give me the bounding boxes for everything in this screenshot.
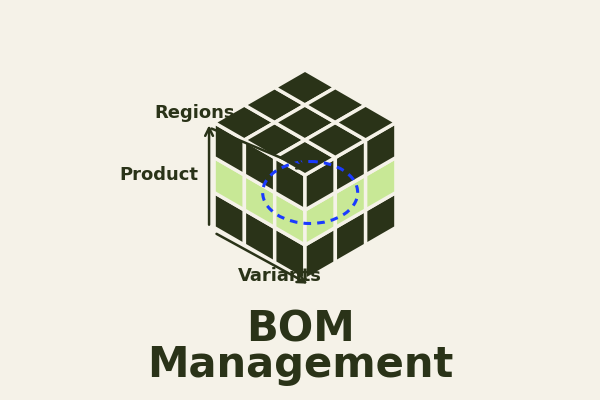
Polygon shape — [305, 122, 365, 158]
Text: Product: Product — [119, 166, 199, 184]
Polygon shape — [275, 70, 335, 105]
Polygon shape — [335, 140, 365, 192]
Polygon shape — [305, 88, 365, 122]
Polygon shape — [365, 158, 396, 210]
Polygon shape — [244, 175, 275, 228]
Polygon shape — [214, 192, 244, 245]
Polygon shape — [305, 158, 335, 210]
Polygon shape — [214, 105, 275, 140]
Polygon shape — [335, 175, 365, 228]
Polygon shape — [214, 122, 244, 175]
Polygon shape — [305, 228, 335, 280]
Polygon shape — [214, 158, 244, 210]
Polygon shape — [275, 105, 335, 140]
Polygon shape — [244, 122, 305, 158]
Text: Management: Management — [147, 344, 453, 386]
Polygon shape — [305, 192, 335, 245]
Text: Regions: Regions — [154, 104, 235, 122]
Polygon shape — [244, 210, 275, 262]
Polygon shape — [244, 140, 275, 192]
Polygon shape — [275, 228, 305, 280]
Text: Variants: Variants — [238, 267, 322, 285]
Text: BOM: BOM — [245, 309, 355, 351]
Polygon shape — [335, 105, 396, 140]
Polygon shape — [335, 210, 365, 262]
Polygon shape — [275, 158, 305, 210]
Polygon shape — [244, 88, 305, 122]
Polygon shape — [365, 122, 396, 175]
Polygon shape — [365, 192, 396, 245]
Polygon shape — [275, 140, 335, 175]
Polygon shape — [275, 192, 305, 245]
